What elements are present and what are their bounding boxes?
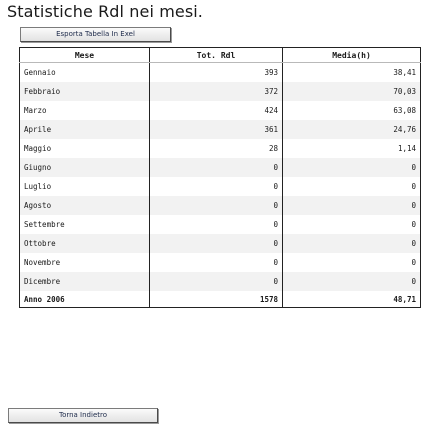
cell-tot-rdl: 0 — [149, 196, 283, 215]
cell-mese: Aprile — [19, 120, 150, 139]
export-excel-button[interactable]: Esporta Tabella In Exel — [20, 27, 171, 42]
cell-media: 0 — [282, 234, 421, 253]
cell-tot-rdl: 0 — [149, 253, 283, 272]
cell-mese: Ottobre — [19, 234, 150, 253]
cell-tot-rdl: 393 — [149, 62, 283, 82]
cell-mese: Gennaio — [19, 62, 150, 82]
cell-mese: Dicembre — [19, 272, 150, 291]
cell-tot-rdl: 0 — [149, 215, 283, 234]
table-row: Settembre 0 0 — [19, 215, 421, 234]
cell-tot-rdl: 28 — [149, 139, 283, 158]
cell-media: 0 — [282, 158, 421, 177]
total-media: 48,71 — [282, 291, 421, 308]
table-row: Aprile 361 24,76 — [19, 120, 421, 139]
header-tot-rdl: Tot. Rdl — [149, 47, 283, 63]
cell-tot-rdl: 372 — [149, 82, 283, 101]
table-header-row: Mese Tot. Rdl Media(h) — [19, 47, 421, 63]
table-row: Luglio 0 0 — [19, 177, 421, 196]
cell-mese: Agosto — [19, 196, 150, 215]
cell-mese: Maggio — [19, 139, 150, 158]
cell-media: 1,14 — [282, 139, 421, 158]
stats-table: Mese Tot. Rdl Media(h) Gennaio 393 38,41… — [19, 47, 421, 308]
total-label: Anno 2006 — [19, 291, 150, 308]
table-row: Giugno 0 0 — [19, 158, 421, 177]
page-title: Statistiche Rdl nei mesi. — [7, 2, 203, 21]
cell-tot-rdl: 0 — [149, 272, 283, 291]
table-row: Dicembre 0 0 — [19, 272, 421, 291]
cell-media: 0 — [282, 196, 421, 215]
cell-tot-rdl: 361 — [149, 120, 283, 139]
table-row: Febbraio 372 70,03 — [19, 82, 421, 101]
cell-media: 70,03 — [282, 82, 421, 101]
cell-tot-rdl: 0 — [149, 158, 283, 177]
cell-media: 63,08 — [282, 101, 421, 120]
table-row: Maggio 28 1,14 — [19, 139, 421, 158]
cell-mese: Luglio — [19, 177, 150, 196]
table-row: Gennaio 393 38,41 — [19, 62, 421, 82]
cell-tot-rdl: 0 — [149, 234, 283, 253]
table-row: Ottobre 0 0 — [19, 234, 421, 253]
cell-mese: Febbraio — [19, 82, 150, 101]
cell-media: 0 — [282, 272, 421, 291]
cell-mese: Settembre — [19, 215, 150, 234]
cell-mese: Giugno — [19, 158, 150, 177]
cell-tot-rdl: 0 — [149, 177, 283, 196]
table-row: Agosto 0 0 — [19, 196, 421, 215]
cell-media: 0 — [282, 253, 421, 272]
header-mese: Mese — [19, 47, 150, 63]
table-row: Novembre 0 0 — [19, 253, 421, 272]
header-media: Media(h) — [282, 47, 421, 63]
cell-tot-rdl: 424 — [149, 101, 283, 120]
table-row: Marzo 424 63,08 — [19, 101, 421, 120]
back-button[interactable]: Torna Indietro — [8, 408, 158, 423]
total-row: Anno 2006 1578 48,71 — [19, 291, 421, 308]
cell-media: 24,76 — [282, 120, 421, 139]
total-tot-rdl: 1578 — [149, 291, 283, 308]
cell-mese: Marzo — [19, 101, 150, 120]
cell-mese: Novembre — [19, 253, 150, 272]
cell-media: 38,41 — [282, 62, 421, 82]
cell-media: 0 — [282, 177, 421, 196]
cell-media: 0 — [282, 215, 421, 234]
